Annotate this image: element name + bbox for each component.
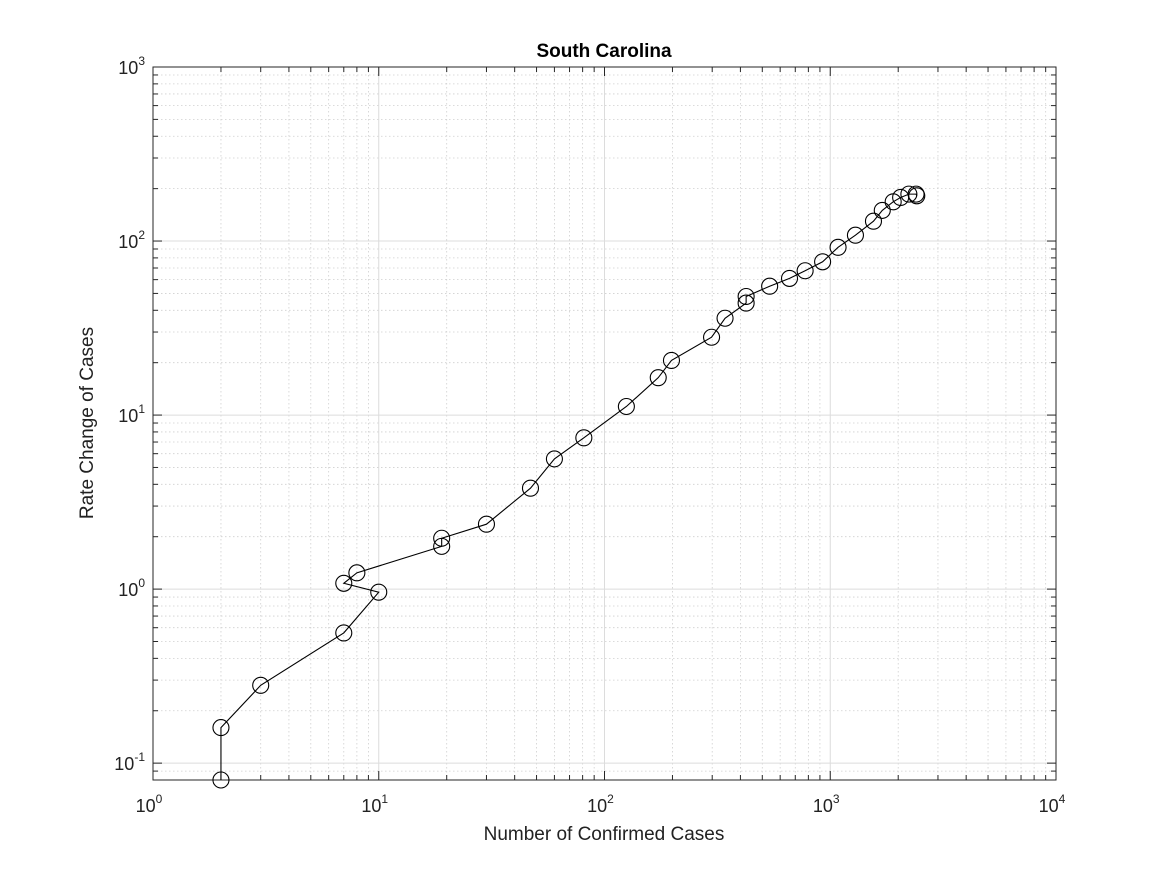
x-tick-label-base: 10 [136,796,156,816]
y-tick-label-exponent: -1 [134,750,145,764]
data-point [873,201,891,219]
y-tick-label-exponent: 1 [138,402,145,416]
data-point [846,226,864,244]
y-tick-label-base: 10 [118,232,138,252]
x-tick-label-base: 10 [1039,796,1059,816]
data-point [829,238,847,256]
minor-grid [153,67,1056,780]
x-tick-label: 100 [136,792,163,816]
y-tick-label-base: 10 [114,754,134,774]
y-tick-label-base: 10 [118,58,138,78]
series-layer [212,185,926,789]
data-point [649,369,667,387]
chart-title: South Carolina [536,41,672,62]
y-tick-label: 102 [118,228,145,252]
x-axis-label: Number of Confirmed Cases [484,824,725,845]
data-point [545,450,563,468]
data-point [703,328,721,346]
x-tick-label: 103 [813,792,840,816]
data-point [477,515,496,533]
x-tick-label: 101 [361,792,388,816]
y-tick-label-exponent: 3 [138,54,145,68]
data-point [212,771,230,789]
data-point [335,624,353,642]
data-point [814,253,832,271]
x-tick-labels: 100 101 102 103 104 [136,792,1066,816]
y-axis-label: Rate Change of Cases [77,327,98,519]
data-point [716,309,734,327]
x-tick-label-exponent: 3 [833,792,840,806]
data-point [737,294,755,312]
x-tick-label: 104 [1039,792,1066,816]
data-point [780,269,799,287]
data-point [761,277,779,295]
data-point [900,185,918,203]
data-point [433,537,451,555]
axes-box [152,66,1057,781]
data-point [796,262,814,280]
data-point [908,187,926,205]
data-point [370,583,388,601]
data-point [348,564,366,582]
axes [152,66,1057,781]
data-point [617,397,635,416]
y-tick-label: 101 [118,402,145,426]
data-point [335,574,353,592]
x-tick-label-exponent: 2 [607,792,614,806]
data-point [433,529,451,547]
series-line [220,193,918,780]
x-tick-label-base: 10 [813,796,833,816]
y-tick-label-base: 10 [118,406,138,426]
data-point [662,351,681,369]
x-tick-label: 102 [587,792,614,816]
x-tick-label-base: 10 [587,796,607,816]
data-point [864,212,883,230]
x-tick-label-base: 10 [361,796,381,816]
x-tick-label-exponent: 0 [156,792,163,806]
y-tick-label-base: 10 [118,580,138,600]
x-tick-label-exponent: 1 [381,792,388,806]
y-tick-label: 100 [118,576,145,600]
y-tick-label-exponent: 2 [138,228,145,242]
data-point [737,287,755,306]
data-point [212,719,230,737]
data-point [252,676,270,694]
y-tick-label: 10-1 [114,750,145,774]
y-tick-label: 103 [118,54,145,78]
data-point [575,429,593,447]
y-tick-label-exponent: 0 [138,576,145,590]
data-point [521,479,540,497]
x-tick-label-exponent: 4 [1059,792,1066,806]
